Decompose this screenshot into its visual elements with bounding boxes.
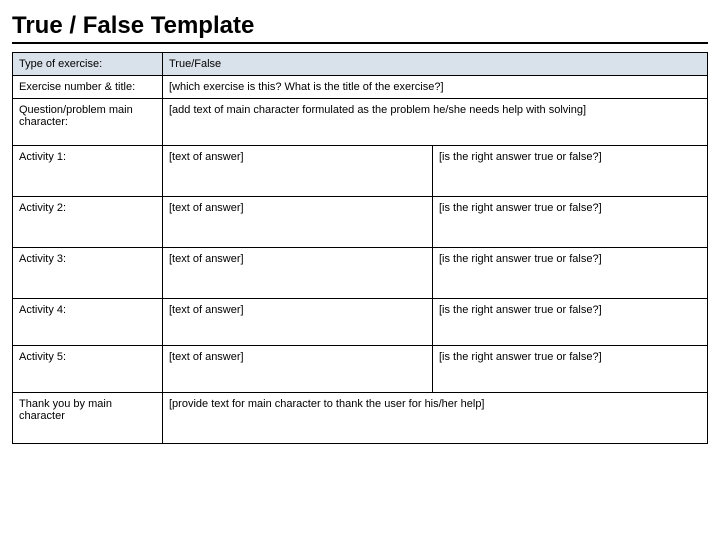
row-activity-4: Activity 4: [text of answer] [is the rig…	[13, 299, 708, 346]
cell-truth: [is the right answer true or false?]	[433, 197, 708, 248]
page-title: True / False Template	[12, 12, 708, 44]
row-activity-2: Activity 2: [text of answer] [is the rig…	[13, 197, 708, 248]
cell-label: Activity 5:	[13, 346, 163, 393]
cell-label: Activity 1:	[13, 146, 163, 197]
cell-value: [provide text for main character to than…	[163, 393, 708, 444]
row-thankyou: Thank you by main character [provide tex…	[13, 393, 708, 444]
row-activity-5: Activity 5: [text of answer] [is the rig…	[13, 346, 708, 393]
cell-label: Exercise number & title:	[13, 76, 163, 99]
cell-value: [which exercise is this? What is the tit…	[163, 76, 708, 99]
cell-truth: [is the right answer true or false?]	[433, 146, 708, 197]
cell-label: Thank you by main character	[13, 393, 163, 444]
row-question: Question/problem main character: [add te…	[13, 99, 708, 146]
template-table: Type of exercise: True/False Exercise nu…	[12, 52, 708, 444]
cell-label: Question/problem main character:	[13, 99, 163, 146]
cell-label: Activity 3:	[13, 248, 163, 299]
cell-answer: [text of answer]	[163, 146, 433, 197]
row-exercise-number: Exercise number & title: [which exercise…	[13, 76, 708, 99]
cell-label: Type of exercise:	[13, 53, 163, 76]
cell-label: Activity 2:	[13, 197, 163, 248]
row-type-of-exercise: Type of exercise: True/False	[13, 53, 708, 76]
cell-answer: [text of answer]	[163, 346, 433, 393]
cell-answer: [text of answer]	[163, 248, 433, 299]
cell-answer: [text of answer]	[163, 299, 433, 346]
cell-value: [add text of main character formulated a…	[163, 99, 708, 146]
cell-truth: [is the right answer true or false?]	[433, 248, 708, 299]
cell-answer: [text of answer]	[163, 197, 433, 248]
row-activity-3: Activity 3: [text of answer] [is the rig…	[13, 248, 708, 299]
cell-truth: [is the right answer true or false?]	[433, 346, 708, 393]
cell-value: True/False	[163, 53, 708, 76]
cell-truth: [is the right answer true or false?]	[433, 299, 708, 346]
row-activity-1: Activity 1: [text of answer] [is the rig…	[13, 146, 708, 197]
cell-label: Activity 4:	[13, 299, 163, 346]
